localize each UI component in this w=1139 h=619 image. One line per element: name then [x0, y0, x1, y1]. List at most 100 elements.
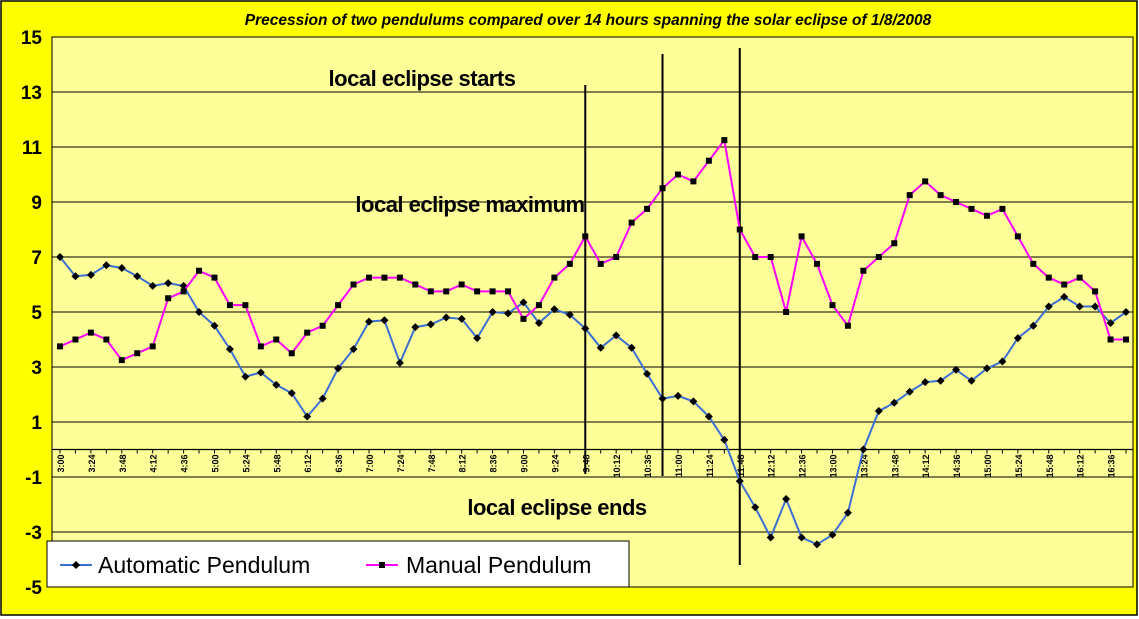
point-manual-34	[582, 233, 589, 240]
x-tick-label-34: 16:36	[1107, 455, 1117, 478]
x-tick-label-18: 10:12	[612, 455, 622, 478]
point-manual-54	[891, 240, 898, 247]
point-manual-25	[443, 288, 450, 295]
point-manual-37	[628, 219, 635, 226]
point-auto-29	[504, 309, 513, 318]
point-manual-19	[350, 281, 357, 288]
x-tick-label-0: 3:00	[56, 455, 66, 473]
point-manual-16	[304, 329, 311, 336]
point-manual-32	[551, 274, 558, 281]
point-manual-18	[335, 302, 342, 309]
point-manual-10	[211, 274, 218, 281]
point-auto-66	[1075, 302, 1084, 311]
point-auto-48	[797, 533, 806, 542]
point-auto-60	[982, 364, 991, 373]
x-tick-label-31: 15:24	[1014, 455, 1024, 478]
point-manual-12	[242, 302, 249, 309]
point-auto-30	[519, 298, 528, 307]
point-manual-46	[767, 254, 774, 260]
x-tick-label-1: 3:24	[87, 455, 97, 473]
point-manual-44	[736, 226, 743, 233]
legend: Automatic Pendulum Manual Pendulum	[46, 540, 630, 588]
point-manual-29	[505, 288, 512, 295]
x-tick-label-11: 7:24	[396, 455, 406, 473]
point-auto-55	[905, 387, 914, 396]
y-tick-label-1: 13	[21, 83, 42, 104]
x-tick-label-25: 13:00	[828, 455, 838, 478]
point-auto-59	[967, 376, 976, 385]
point-manual-14	[273, 336, 280, 343]
x-tick-label-21: 11:24	[705, 455, 715, 478]
point-auto-0	[56, 253, 64, 261]
point-manual-11	[226, 302, 233, 309]
x-tick-label-26: 13:24	[859, 455, 869, 478]
point-manual-59	[968, 205, 975, 212]
point-auto-69	[1122, 308, 1130, 316]
y-tick-label-0: 15	[21, 28, 43, 49]
x-tick-label-2: 3:48	[118, 455, 128, 473]
x-axis: 3:00 3:24 3:48 4:12 4:36 5:00 5:24 5:48 6:12 6:36…	[52, 448, 1133, 478]
point-auto-25	[442, 313, 451, 322]
x-tick-label-23: 12:12	[767, 455, 777, 478]
eclipse-annotations: local eclipse starts local eclipse maximu…	[329, 48, 741, 565]
point-manual-48	[798, 233, 805, 240]
point-manual-15	[288, 350, 295, 357]
point-manual-2	[87, 329, 94, 336]
point-auto-18	[334, 364, 343, 373]
annotation-label-1: local eclipse maximum	[355, 192, 584, 217]
point-manual-28	[489, 288, 496, 295]
x-tick-label-7: 5:48	[272, 455, 282, 473]
point-manual-68	[1107, 336, 1114, 343]
point-manual-66	[1076, 274, 1083, 281]
point-auto-11	[225, 345, 234, 354]
point-auto-51	[843, 508, 852, 517]
point-auto-45	[751, 503, 760, 512]
point-auto-1	[71, 272, 80, 281]
point-manual-47	[783, 309, 790, 315]
point-auto-40	[673, 391, 682, 400]
point-auto-46	[766, 533, 775, 542]
series-line-1	[59, 137, 1126, 362]
point-auto-63	[1029, 321, 1038, 330]
point-auto-21	[380, 316, 389, 325]
legend-marker-0	[72, 561, 80, 569]
point-manual-9	[196, 267, 203, 274]
point-auto-41	[689, 397, 698, 406]
point-auto-9	[195, 308, 204, 316]
x-tick-label-9: 6:36	[334, 455, 344, 473]
y-tick-label-4: 7	[31, 248, 42, 269]
y-tick-label-2: 11	[22, 138, 43, 159]
legend-label-0: Automatic Pendulum	[98, 552, 310, 578]
point-manual-4	[118, 357, 125, 364]
point-manual-8	[180, 288, 187, 295]
point-manual-56	[922, 178, 929, 185]
point-auto-34	[581, 324, 590, 333]
point-auto-5	[133, 272, 142, 281]
x-tick-label-20: 11:00	[674, 455, 684, 478]
point-auto-4	[117, 264, 126, 272]
x-tick-label-27: 13:48	[890, 455, 900, 478]
point-manual-6	[149, 343, 156, 350]
y-tick-label-3: 9	[31, 193, 42, 214]
point-auto-62	[1013, 334, 1022, 343]
point-manual-50	[829, 302, 836, 309]
point-auto-23	[411, 323, 420, 332]
point-manual-39	[659, 185, 666, 192]
legend-box	[46, 540, 630, 588]
point-manual-62	[1014, 233, 1021, 240]
x-tick-label-16: 9:24	[550, 455, 560, 473]
point-manual-1	[72, 336, 79, 343]
point-manual-57	[937, 192, 944, 199]
point-manual-60	[983, 212, 990, 219]
point-auto-67	[1091, 302, 1100, 311]
series-line-0	[59, 256, 1127, 546]
point-auto-68	[1106, 319, 1115, 327]
point-auto-13	[256, 368, 265, 377]
y-tick-label-9: -3	[25, 523, 42, 544]
point-manual-64	[1045, 274, 1052, 281]
x-tick-label-6: 5:24	[241, 455, 251, 473]
point-auto-64	[1044, 302, 1053, 311]
x-tick-label-19: 10:36	[643, 455, 653, 478]
